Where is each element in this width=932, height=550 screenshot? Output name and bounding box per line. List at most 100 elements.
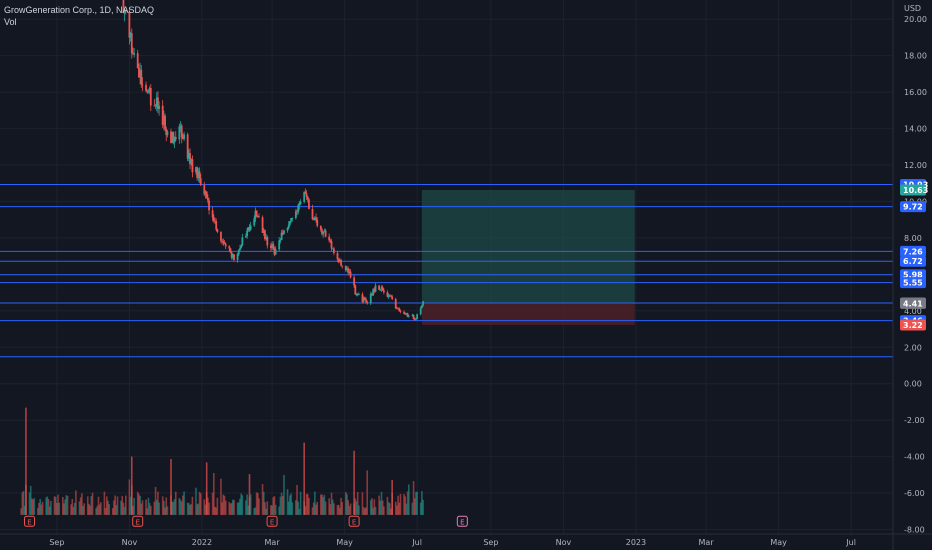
volume-bar — [220, 478, 222, 515]
volume-bar — [257, 493, 259, 515]
volume-bar — [271, 505, 273, 515]
volume-bar — [265, 508, 267, 515]
earnings-marker[interactable] — [266, 515, 278, 527]
volume-bar — [336, 505, 339, 515]
candle-body — [415, 318, 417, 320]
volume-bar — [182, 495, 184, 515]
candle-body — [348, 271, 351, 273]
candle-body — [145, 84, 147, 91]
volume-bar — [380, 491, 383, 515]
volume-bar — [281, 496, 284, 515]
symbol-title[interactable]: GrowGeneration Corp., 1D, NASDAQ — [4, 5, 155, 15]
volume-bar — [364, 508, 366, 515]
volume-bar — [383, 506, 385, 515]
earnings-marker[interactable] — [348, 515, 360, 527]
volume-bar — [189, 505, 191, 515]
volume-bar — [116, 496, 119, 515]
volume-bar — [158, 502, 160, 515]
volume-bar — [337, 504, 340, 515]
candle-body — [412, 315, 415, 319]
x-tick-label: Mar — [265, 538, 281, 547]
candle-body — [347, 268, 350, 273]
volume-bar — [161, 496, 164, 515]
x-tick-label: Sep — [483, 538, 498, 547]
volume-bar — [264, 502, 266, 515]
volume-bars — [20, 407, 424, 515]
volume-label[interactable]: Vol — [4, 17, 17, 27]
price-tag[interactable] — [900, 255, 926, 267]
volume-bar — [253, 508, 256, 515]
candle-body — [124, 10, 127, 12]
candle-body — [371, 293, 373, 296]
candle-body — [283, 230, 285, 234]
volume-bar — [394, 501, 397, 515]
price-tag-label: 7.26 — [903, 247, 923, 256]
volume-bar — [100, 502, 102, 515]
x-tick-label: Jul — [411, 538, 422, 547]
volume-bar — [413, 498, 416, 515]
candle-body — [369, 293, 372, 304]
candle-body — [229, 248, 232, 253]
y-tick-label: 2.00 — [904, 343, 922, 352]
candle-body — [240, 245, 243, 249]
candle-body — [378, 285, 380, 290]
volume-bar — [122, 502, 125, 515]
earnings-marker[interactable] — [456, 515, 468, 527]
volume-bar — [203, 499, 206, 515]
volume-bar — [70, 504, 72, 515]
candle-body — [138, 67, 140, 78]
y-tick-label: 8.00 — [904, 234, 922, 243]
volume-bar — [64, 499, 66, 515]
volume-bar — [40, 504, 43, 515]
volume-bar — [129, 496, 132, 515]
volume-bar — [320, 494, 322, 515]
candle-body — [407, 315, 410, 317]
volume-bar — [362, 507, 365, 515]
candle-body — [203, 185, 206, 195]
volume-spike — [353, 450, 355, 515]
candle-body — [355, 294, 358, 295]
candle-body — [155, 97, 158, 107]
candle-body — [312, 219, 315, 221]
price-tag[interactable] — [900, 245, 926, 257]
candle-body — [403, 311, 405, 314]
volume-bar — [213, 473, 215, 515]
candle-body — [294, 211, 297, 219]
price-tag[interactable] — [900, 297, 926, 309]
volume-bar — [37, 507, 39, 515]
volume-bar — [196, 504, 198, 515]
volume-bar — [45, 497, 47, 515]
y-tick-label: 4.00 — [904, 307, 922, 316]
volume-bar — [233, 500, 235, 515]
volume-bar — [180, 501, 183, 515]
candle-body — [266, 236, 269, 246]
target-zone[interactable] — [421, 189, 635, 303]
stop-zone[interactable] — [421, 302, 635, 326]
candle-body — [255, 210, 258, 217]
volume-bar — [146, 508, 149, 515]
volume-bar — [173, 499, 176, 515]
earnings-marker[interactable] — [24, 515, 36, 527]
volume-bar — [421, 491, 423, 515]
volume-bar — [216, 497, 219, 515]
volume-bar — [222, 494, 225, 515]
price-tag[interactable] — [900, 277, 926, 289]
earnings-marker[interactable] — [132, 515, 144, 527]
volume-spike — [25, 407, 27, 515]
candle-body — [221, 240, 224, 242]
price-tag[interactable] — [900, 184, 926, 196]
volume-bar — [228, 502, 231, 515]
candle-body — [319, 225, 322, 230]
candle-body — [362, 297, 365, 302]
volume-bar — [113, 500, 115, 515]
volume-bar — [286, 489, 289, 515]
volume-bar — [172, 501, 175, 515]
volume-bar — [108, 504, 110, 515]
price-tag[interactable] — [900, 201, 926, 213]
volume-bar — [399, 493, 402, 515]
candle-body — [399, 311, 402, 312]
candle-body — [162, 115, 165, 125]
price-tag[interactable] — [900, 319, 926, 331]
volume-bar — [20, 508, 22, 515]
